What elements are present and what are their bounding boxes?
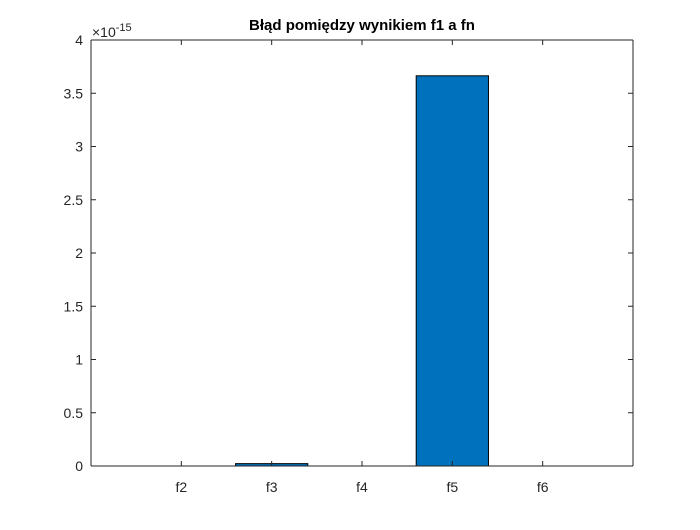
bars-group	[235, 75, 489, 467]
x-tick-label-f5: f5	[446, 479, 458, 495]
y-exponent-label: ×10-15	[92, 22, 132, 40]
axes-group: 0 0.5 1 1.5 2 2.5 3 3.5 4 f2 f3 f4 f5 f6	[64, 32, 634, 495]
y-tick-label: 0.5	[64, 405, 84, 421]
y-tick-label: 0	[75, 458, 83, 474]
bar-f5	[415, 75, 489, 467]
chart-title: Błąd pomiędzy wynikiem f1 a fn	[249, 17, 475, 34]
x-tick-label-f2: f2	[175, 479, 187, 495]
x-tick-label-f6: f6	[537, 479, 549, 495]
y-tick-label: 3	[75, 139, 83, 155]
y-tick-label: 1	[75, 352, 83, 368]
y-tick-label: 3.5	[64, 85, 84, 101]
y-tick-label: 1.5	[64, 298, 84, 314]
y-tick-label: 2.5	[64, 192, 84, 208]
y-tick-label: 2	[75, 245, 83, 261]
x-tick-label-f3: f3	[266, 479, 278, 495]
x-tick-label-f4: f4	[356, 479, 368, 495]
y-tick-label: 4	[75, 32, 83, 48]
